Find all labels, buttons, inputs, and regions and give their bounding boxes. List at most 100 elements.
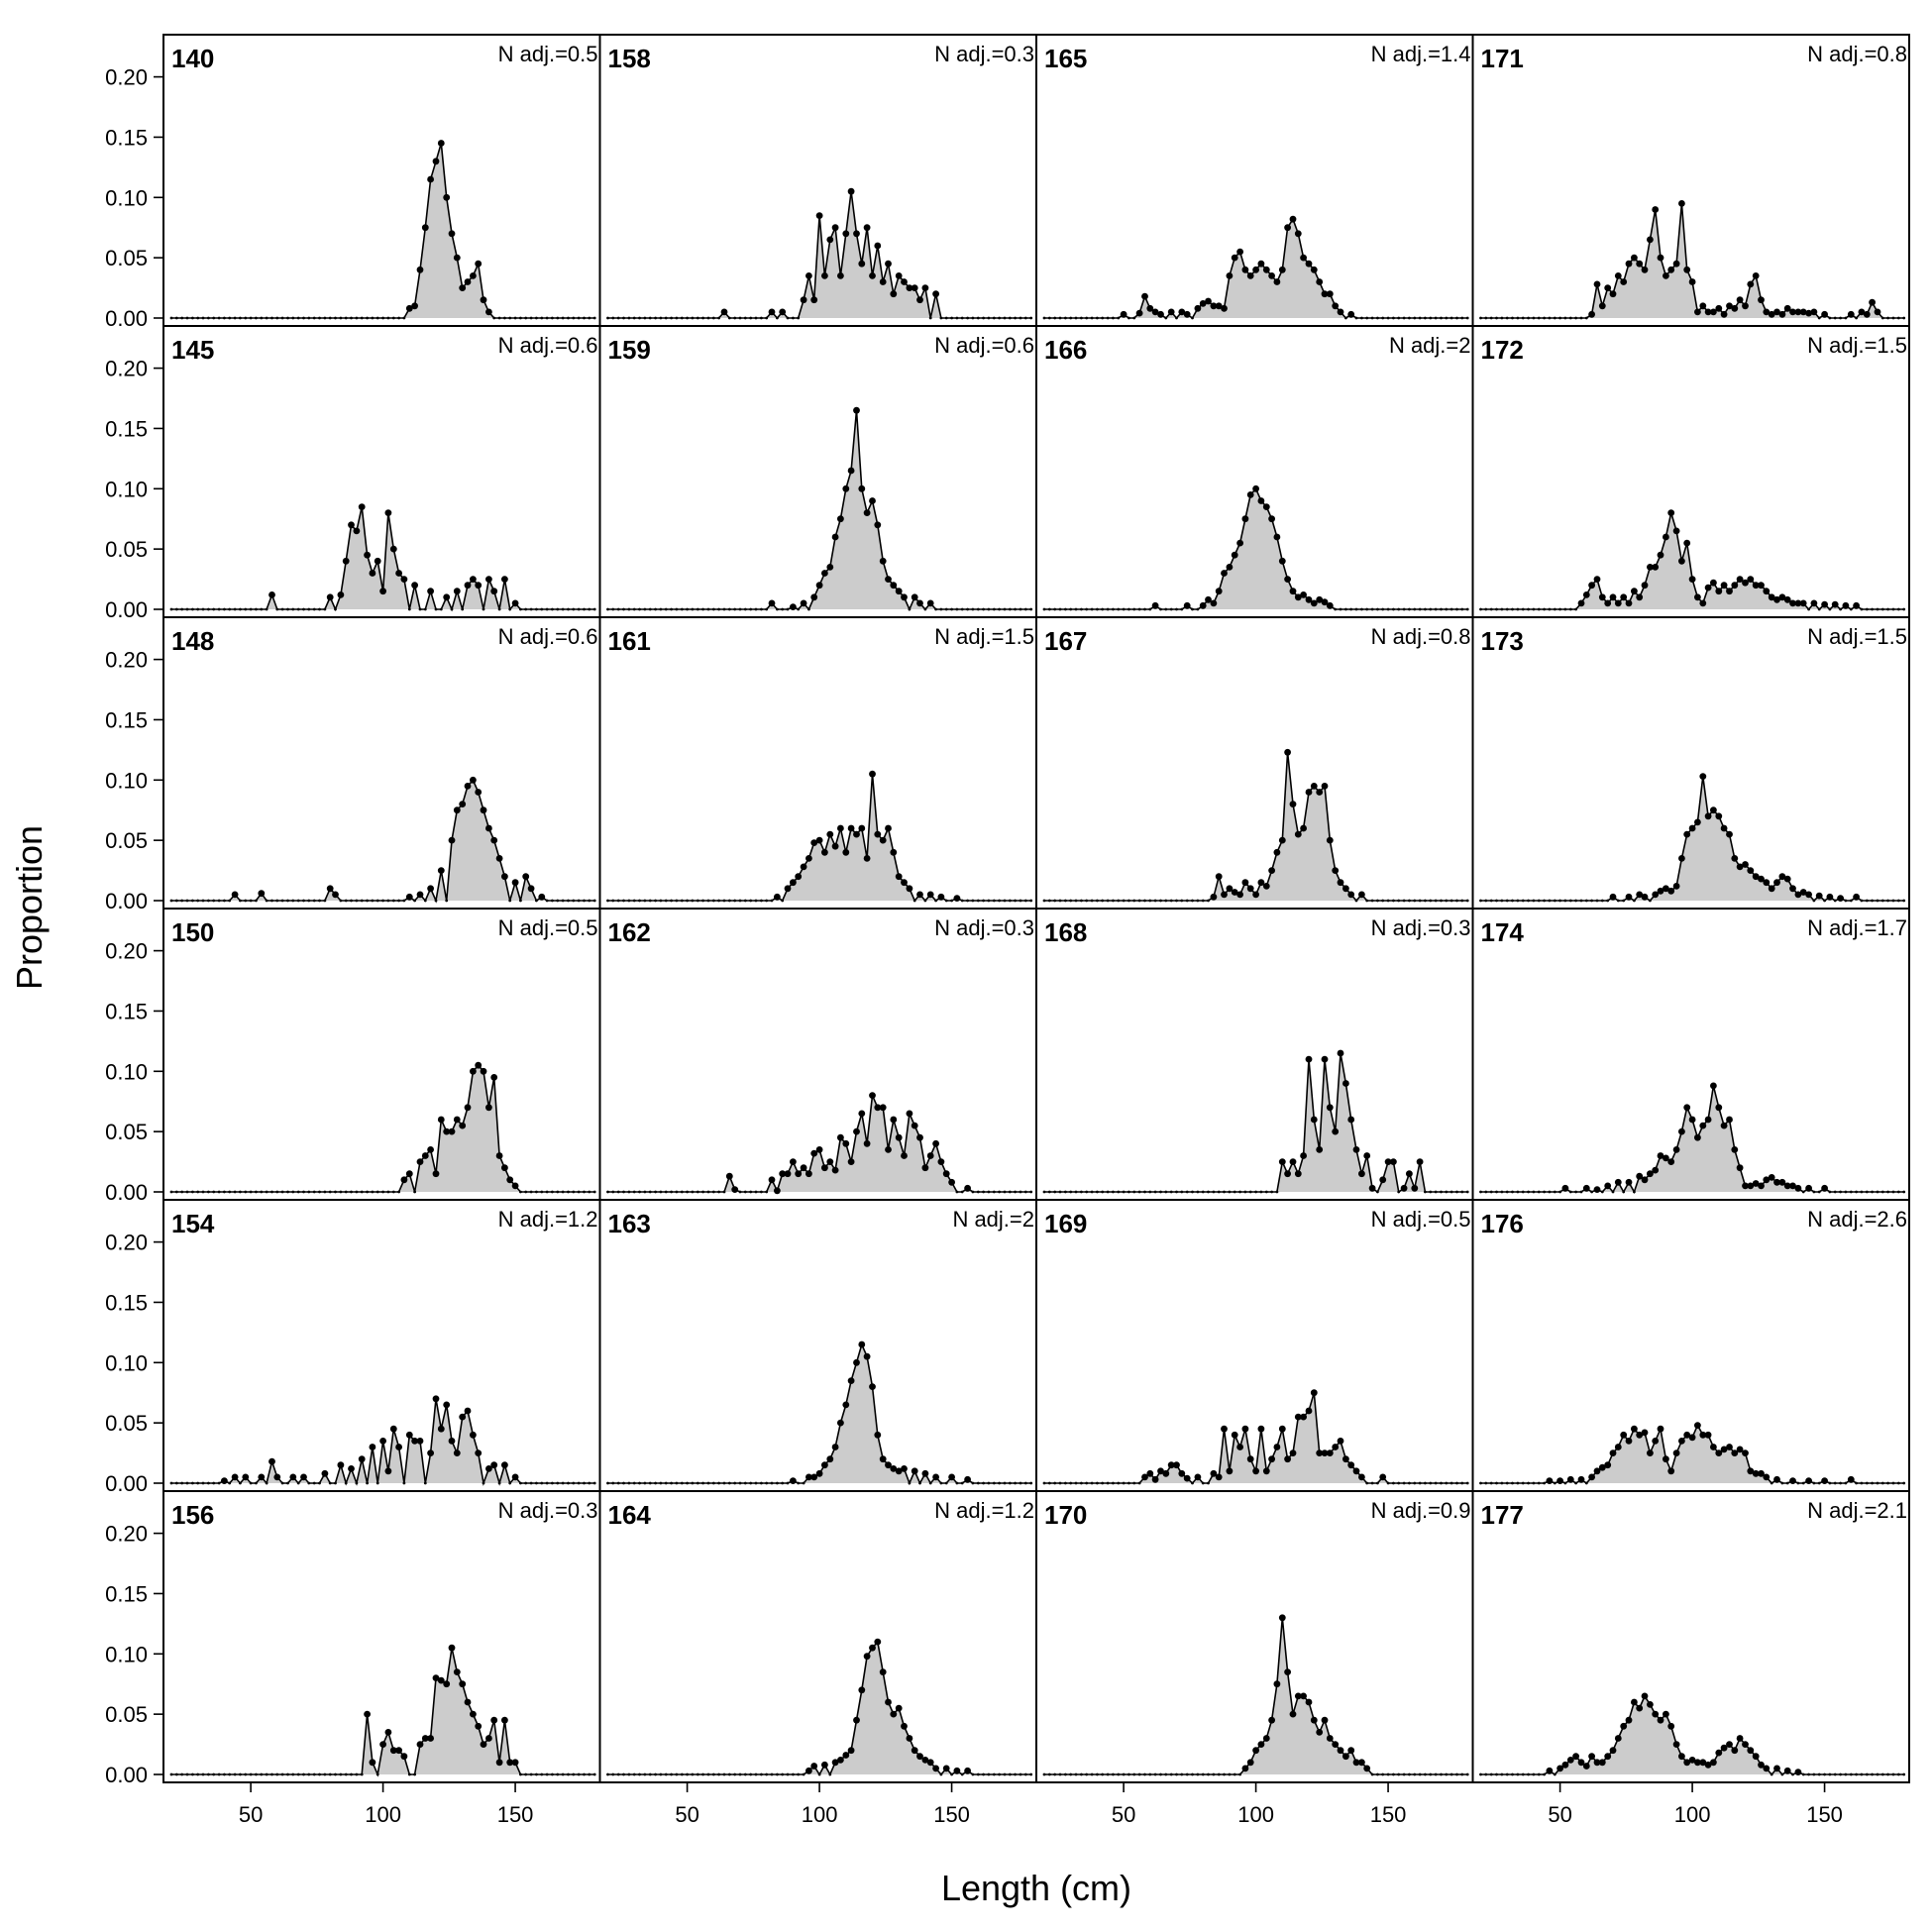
- point-170: [1273, 1680, 1281, 1688]
- point-165: [1058, 316, 1062, 320]
- point-159: [810, 593, 818, 601]
- point-163: [874, 1431, 882, 1439]
- point-166: [1360, 607, 1363, 611]
- point-161: [926, 891, 934, 899]
- point-167: [1316, 789, 1324, 796]
- point-174: [1720, 1122, 1728, 1129]
- point-156: [407, 1772, 411, 1776]
- point-150: [405, 1170, 413, 1178]
- point-148: [291, 899, 295, 903]
- panel-nadj: N adj.=1.2: [934, 1498, 1034, 1523]
- point-156: [448, 1644, 456, 1652]
- point-162: [696, 1190, 699, 1194]
- point-158: [810, 296, 818, 304]
- panel-title: 150: [171, 917, 214, 947]
- point-173: [1511, 899, 1514, 903]
- point-172: [1543, 607, 1546, 611]
- y-tick-label: 0.10: [105, 1350, 148, 1375]
- panel-title: 170: [1044, 1500, 1087, 1530]
- point-168: [1085, 1190, 1089, 1194]
- point-177: [1742, 1741, 1749, 1748]
- point-172: [1647, 564, 1654, 571]
- point-140: [360, 316, 364, 320]
- point-159: [675, 607, 679, 611]
- point-158: [616, 316, 620, 320]
- point-164: [987, 1772, 991, 1776]
- point-162: [795, 1170, 803, 1178]
- point-173: [1600, 899, 1604, 903]
- point-140: [405, 304, 413, 312]
- point-154: [545, 1481, 549, 1485]
- point-172: [1672, 527, 1680, 535]
- point-176: [1683, 1431, 1691, 1439]
- point-171: [1863, 310, 1871, 318]
- point-172: [1553, 607, 1556, 611]
- point-170: [1143, 1772, 1146, 1776]
- point-150: [381, 1190, 384, 1194]
- point-145: [384, 509, 392, 516]
- point-170: [1096, 1772, 1099, 1776]
- point-167: [1440, 899, 1443, 903]
- point-148: [360, 899, 364, 903]
- point-173: [1495, 899, 1498, 903]
- x-tick-label: 50: [1112, 1802, 1135, 1827]
- panel-nadj: N adj.=1.2: [498, 1207, 598, 1232]
- point-163: [659, 1481, 663, 1485]
- point-162: [790, 1158, 797, 1165]
- point-165: [1316, 278, 1324, 285]
- point-168: [1201, 1190, 1205, 1194]
- y-tick-label: 0.15: [105, 125, 148, 150]
- point-150: [223, 1190, 226, 1194]
- point-159: [1019, 607, 1022, 611]
- point-159: [895, 588, 903, 595]
- point-171: [1667, 266, 1675, 273]
- point-161: [885, 824, 892, 832]
- point-162: [895, 1133, 903, 1141]
- point-150: [233, 1190, 237, 1194]
- point-163: [706, 1481, 710, 1485]
- point-174: [1537, 1190, 1541, 1194]
- point-176: [1817, 1481, 1821, 1485]
- point-165: [1080, 316, 1083, 320]
- point-154: [228, 1481, 232, 1485]
- point-150: [174, 1190, 178, 1194]
- point-165: [1445, 316, 1449, 320]
- point-148: [366, 899, 369, 903]
- point-140: [212, 316, 216, 320]
- point-161: [611, 899, 615, 903]
- panel-title: 177: [1481, 1500, 1524, 1530]
- point-162: [675, 1190, 679, 1194]
- point-140: [228, 316, 232, 320]
- point-176: [1479, 1481, 1482, 1485]
- point-164: [890, 1710, 898, 1718]
- point-173: [1516, 899, 1520, 903]
- point-176: [1672, 1449, 1680, 1456]
- point-169: [1194, 1473, 1202, 1481]
- point-162: [760, 1190, 763, 1194]
- panel-nadj: N adj.=1.5: [1807, 333, 1907, 358]
- point-170: [1207, 1772, 1210, 1776]
- point-177: [1667, 1722, 1675, 1730]
- point-159: [606, 607, 609, 611]
- point-159: [879, 557, 887, 565]
- point-171: [1833, 316, 1837, 320]
- point-161: [654, 899, 657, 903]
- area-148: [171, 780, 595, 901]
- point-148: [405, 893, 413, 901]
- point-166: [1370, 607, 1374, 611]
- point-169: [1201, 1481, 1205, 1485]
- point-173: [1758, 875, 1765, 883]
- point-165: [1429, 316, 1433, 320]
- x-axis-label: Length (cm): [941, 1868, 1131, 1908]
- point-163: [691, 1481, 695, 1485]
- point-165: [1289, 215, 1297, 223]
- point-172: [1699, 599, 1707, 607]
- point-177: [1783, 1767, 1791, 1774]
- point-140: [371, 316, 375, 320]
- point-145: [482, 607, 485, 611]
- point-173: [1622, 899, 1626, 903]
- point-164: [776, 1772, 779, 1776]
- point-169: [1347, 1461, 1355, 1469]
- point-173: [1479, 899, 1482, 903]
- point-171: [1858, 308, 1866, 316]
